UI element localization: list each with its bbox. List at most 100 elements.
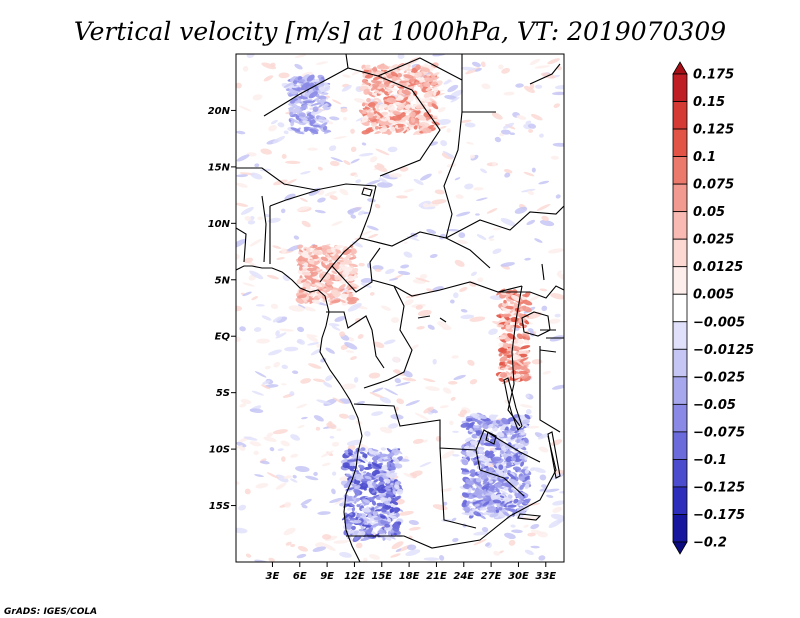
field-region-red-patch-gulf-guinea [302, 254, 313, 260]
field-region-blue-patch-zambia [488, 493, 498, 502]
field-speckle [339, 331, 346, 337]
field-region-red-patch-gulf-guinea [333, 262, 339, 269]
field-region-blue-patch-zambia [472, 499, 483, 504]
field-speckle [552, 506, 563, 513]
field-region-blue-patch-zambia [500, 426, 506, 430]
field-region-red-patch-gulf-guinea [320, 290, 328, 296]
field-speckle [307, 342, 320, 346]
field-region-red-band-east-africa-rift [505, 291, 515, 298]
field-speckle [534, 65, 551, 69]
field-region-red-band-sahara-north [423, 90, 434, 98]
field-region-blue-patch-angola-south [387, 517, 391, 523]
field-speckle [420, 173, 432, 181]
field-region-blue-patch-zambia [509, 430, 516, 436]
field-speckle [550, 293, 564, 300]
field-speckle [399, 166, 409, 172]
field-region-red-band-east-africa-rift [498, 352, 503, 357]
field-speckle [307, 147, 318, 151]
field-region-red-band-sahara-north [394, 125, 399, 129]
field-region-blue-patch-angola-south [385, 490, 394, 496]
field-speckle [297, 326, 305, 333]
field-region-blue-patch-angola-south [377, 458, 382, 462]
border-angola-zambia [439, 447, 477, 529]
field-region-red-band-sahara-north [415, 64, 421, 71]
field-region-blue-patch-zambia [523, 437, 529, 444]
field-speckle [293, 235, 300, 240]
field-region-red-patch-gulf-guinea [349, 282, 360, 288]
field-speckle [514, 206, 528, 214]
field-speckle [350, 158, 360, 164]
field-region-blue-patch-zambia [488, 414, 497, 421]
field-speckle [541, 215, 549, 222]
field-speckle [329, 436, 335, 439]
field-speckle [294, 54, 307, 59]
field-region-blue-patch-zambia [480, 483, 490, 491]
field-region-blue-patch-zambia [486, 467, 490, 472]
field-region-blue-band-sahara-north [291, 87, 301, 92]
field-region-red-band-sahara-north [406, 123, 413, 128]
field-speckle [288, 305, 305, 312]
field-region-blue-patch-angola-south [347, 459, 358, 462]
field-region-blue-patch-zambia [479, 514, 486, 520]
field-region-red-band-east-africa-rift [522, 294, 528, 297]
colorbar-swatch [672, 293, 688, 323]
field-speckle [423, 439, 428, 443]
field-region-blue-patch-zambia [482, 481, 490, 485]
field-region-red-band-sahara-north [407, 95, 414, 102]
field-speckle [296, 553, 307, 559]
field-speckle [357, 210, 365, 216]
field-region-red-patch-gulf-guinea [317, 293, 323, 299]
colorbar-under-triangle [672, 541, 688, 555]
border-cameroon [331, 247, 381, 293]
field-region-red-band-sahara-north [387, 87, 398, 91]
field-speckle [353, 174, 359, 178]
field-speckle [284, 501, 292, 508]
field-region-red-band-east-africa-rift [511, 294, 521, 302]
field-speckle [538, 180, 550, 185]
field-region-blue-patch-zambia [498, 464, 504, 471]
field-region-blue-patch-zambia [494, 483, 502, 488]
field-region-blue-patch-zambia [522, 498, 531, 505]
field-region-red-band-sahara-north [385, 88, 392, 92]
field-speckle [449, 420, 454, 426]
field-speckle [539, 288, 548, 292]
field-speckle [354, 317, 361, 323]
field-speckle [321, 542, 336, 552]
field-speckle [439, 125, 447, 129]
field-region-blue-patch-angola-south [341, 513, 351, 521]
field-region-blue-patch-zambia [495, 468, 504, 476]
field-region-red-band-sahara-north [372, 66, 377, 72]
field-speckle [439, 555, 445, 561]
field-speckle [236, 174, 248, 178]
x-tick-label: 27E [481, 571, 502, 582]
field-region-red-band-sahara-north [425, 116, 430, 121]
y-tick-label: 10S [209, 445, 230, 456]
field-speckle [272, 316, 283, 323]
lake-kariba [517, 513, 542, 521]
field-speckle [535, 84, 543, 89]
border-east-rift [507, 285, 523, 427]
field-speckle [253, 450, 259, 456]
field-speckle [525, 409, 532, 415]
field-speckle [329, 145, 337, 152]
field-speckle [339, 552, 352, 558]
field-speckle [324, 535, 338, 541]
field-region-red-band-sahara-north [362, 107, 368, 110]
field-region-red-patch-gulf-guinea [341, 293, 347, 299]
field-region-red-band-sahara-north [425, 86, 432, 91]
field-speckle [244, 488, 251, 495]
field-speckle [450, 97, 460, 103]
field-region-blue-band-sahara-north [309, 128, 319, 135]
field-region-blue-patch-zambia [504, 430, 509, 434]
field-region-blue-patch-angola-south [374, 509, 382, 512]
field-speckle [341, 383, 357, 390]
field-region-red-band-east-africa-rift [518, 357, 529, 363]
field-speckle [328, 121, 333, 125]
field-region-red-patch-gulf-guinea [342, 248, 352, 255]
field-region-blue-patch-zambia [523, 424, 530, 428]
river-congo [417, 315, 447, 323]
field-region-blue-patch-angola-south [390, 482, 394, 486]
field-region-blue-patch-angola-south [373, 479, 378, 483]
field-speckle [277, 122, 285, 128]
field-speckle [262, 380, 271, 385]
